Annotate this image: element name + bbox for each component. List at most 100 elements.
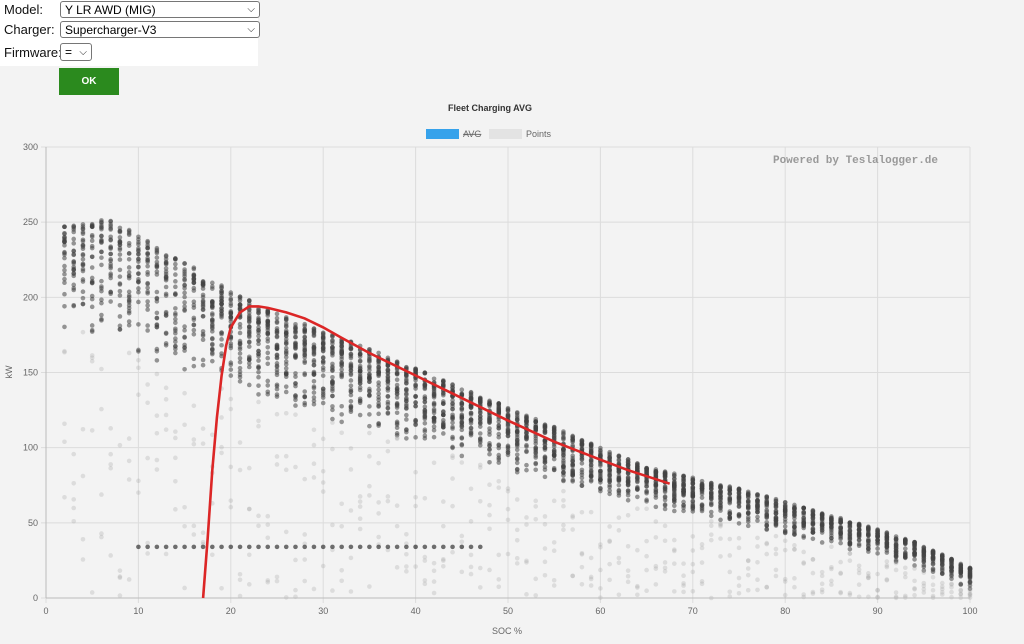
legend-avg-swatch[interactable] — [426, 129, 459, 139]
data-point — [542, 445, 548, 451]
data-point — [551, 452, 557, 458]
data-point — [736, 521, 742, 526]
data-point — [210, 299, 215, 305]
data-point — [866, 571, 871, 576]
data-point — [616, 453, 622, 458]
data-point — [237, 365, 243, 371]
data-point — [136, 357, 141, 363]
data-point — [117, 314, 123, 319]
data-point — [367, 430, 372, 436]
data-point — [718, 536, 723, 541]
data-point — [829, 564, 834, 570]
data-point — [145, 400, 150, 406]
data-point — [662, 569, 668, 574]
legend-points-label[interactable]: Points — [526, 129, 552, 139]
data-point — [524, 515, 529, 520]
data-point — [191, 327, 197, 333]
y-tick-label: 200 — [23, 292, 38, 302]
data-point — [173, 435, 178, 441]
data-point — [487, 459, 492, 465]
data-point — [320, 400, 326, 406]
data-point — [949, 589, 954, 595]
data-point — [847, 551, 853, 556]
data-point — [792, 527, 797, 533]
data-point — [80, 301, 86, 307]
data-point — [819, 573, 825, 579]
data-point — [514, 417, 520, 423]
legend-avg-label[interactable]: AVG — [463, 129, 481, 139]
data-point — [311, 362, 317, 368]
data-point — [847, 551, 853, 556]
data-point — [561, 432, 566, 437]
data-point — [210, 312, 215, 318]
data-point — [431, 401, 437, 407]
data-point — [246, 364, 252, 370]
model-select[interactable]: Y LR AWD (MIG) ⌵ — [60, 1, 260, 18]
data-point — [145, 251, 150, 256]
data-point — [542, 460, 548, 465]
data-point — [810, 589, 816, 595]
data-point — [496, 584, 502, 590]
data-point — [616, 515, 622, 520]
data-point — [708, 513, 714, 519]
data-point — [782, 500, 788, 505]
data-point — [524, 560, 529, 565]
data-point — [394, 377, 400, 383]
data-point — [745, 572, 751, 578]
data-point — [681, 499, 686, 505]
data-point — [311, 544, 317, 550]
data-point — [699, 483, 705, 489]
data-point — [662, 538, 668, 544]
ok-button[interactable]: OK — [59, 68, 119, 95]
data-point — [357, 504, 363, 509]
data-point — [265, 319, 271, 324]
data-point — [487, 512, 492, 518]
data-point — [949, 582, 954, 587]
data-point — [62, 349, 67, 355]
data-point — [690, 501, 696, 507]
data-point — [524, 558, 529, 564]
data-point — [801, 560, 806, 565]
data-point — [200, 426, 206, 431]
data-point — [256, 544, 261, 550]
data-point — [653, 566, 659, 571]
data-point — [117, 442, 123, 448]
data-point — [829, 578, 834, 584]
charger-select[interactable]: Supercharger-V3 ⌵ — [60, 21, 260, 38]
data-point — [163, 341, 169, 346]
data-point — [367, 379, 372, 385]
data-point — [136, 478, 141, 484]
data-point — [311, 326, 317, 332]
data-point — [570, 573, 575, 579]
data-point — [782, 519, 788, 525]
data-point — [136, 289, 141, 295]
data-point — [598, 544, 603, 550]
data-point — [182, 504, 187, 510]
data-point — [145, 281, 150, 287]
data-point — [570, 468, 575, 474]
data-point — [681, 489, 686, 494]
data-point — [431, 406, 437, 412]
data-point — [838, 571, 843, 576]
data-point — [293, 412, 298, 417]
data-point — [293, 587, 298, 593]
legend-points-swatch[interactable] — [489, 129, 522, 139]
data-point — [182, 267, 187, 272]
data-point — [99, 534, 104, 540]
data-point — [173, 336, 178, 341]
data-point — [339, 403, 344, 409]
data-point — [210, 432, 215, 438]
firmware-select[interactable]: = ⌵ — [60, 43, 92, 61]
data-point — [653, 492, 659, 498]
data-point — [117, 293, 123, 298]
data-point — [422, 370, 428, 376]
data-point — [154, 467, 160, 472]
data-point — [136, 259, 141, 264]
data-point — [117, 568, 123, 573]
data-point — [154, 457, 160, 463]
data-point — [99, 492, 104, 497]
data-point — [441, 381, 446, 387]
data-point — [838, 590, 843, 596]
data-point — [145, 269, 150, 275]
data-point — [422, 416, 428, 422]
